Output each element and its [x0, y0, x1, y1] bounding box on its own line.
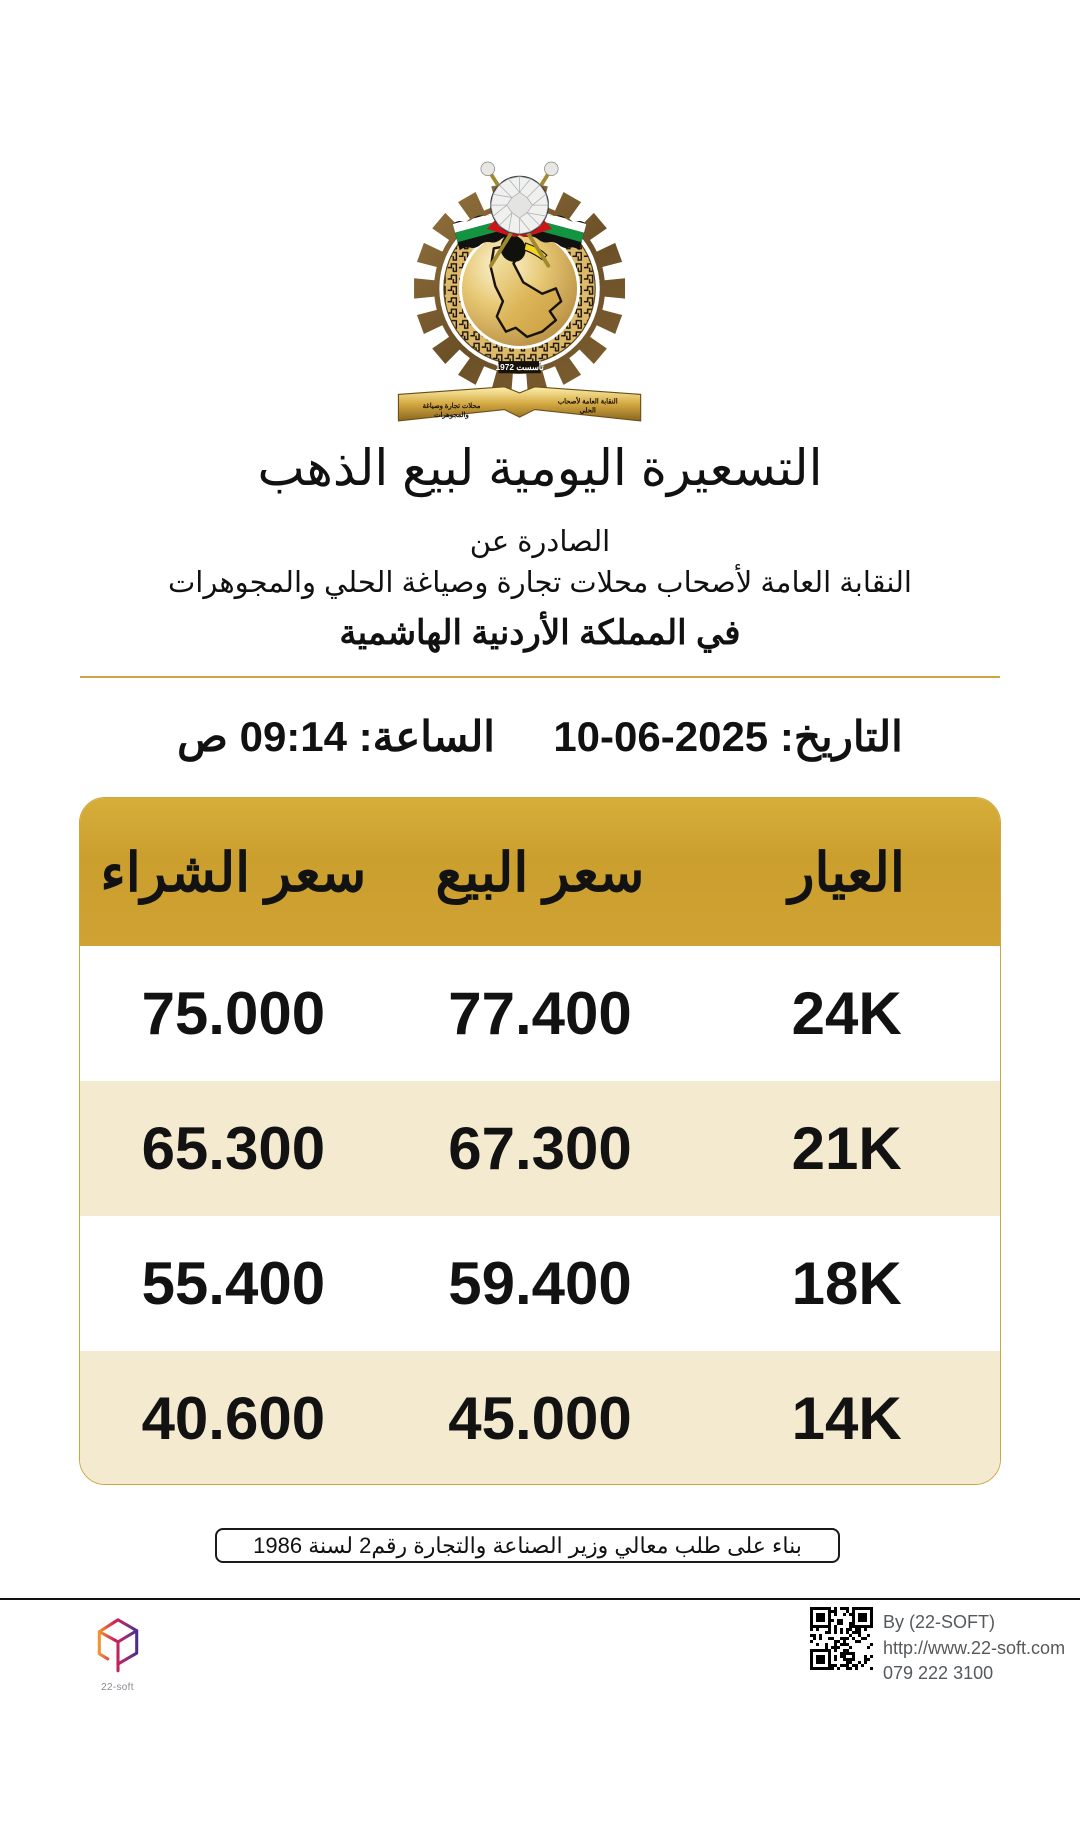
svg-text:تأسست 1972: تأسست 1972 — [495, 360, 544, 372]
svg-text:الحلي: الحلي — [580, 407, 596, 416]
svg-text:والمجوهرات: والمجوهرات — [434, 411, 469, 419]
svg-text:محلات تجارة وصياغة: محلات تجارة وصياغة — [423, 402, 481, 410]
